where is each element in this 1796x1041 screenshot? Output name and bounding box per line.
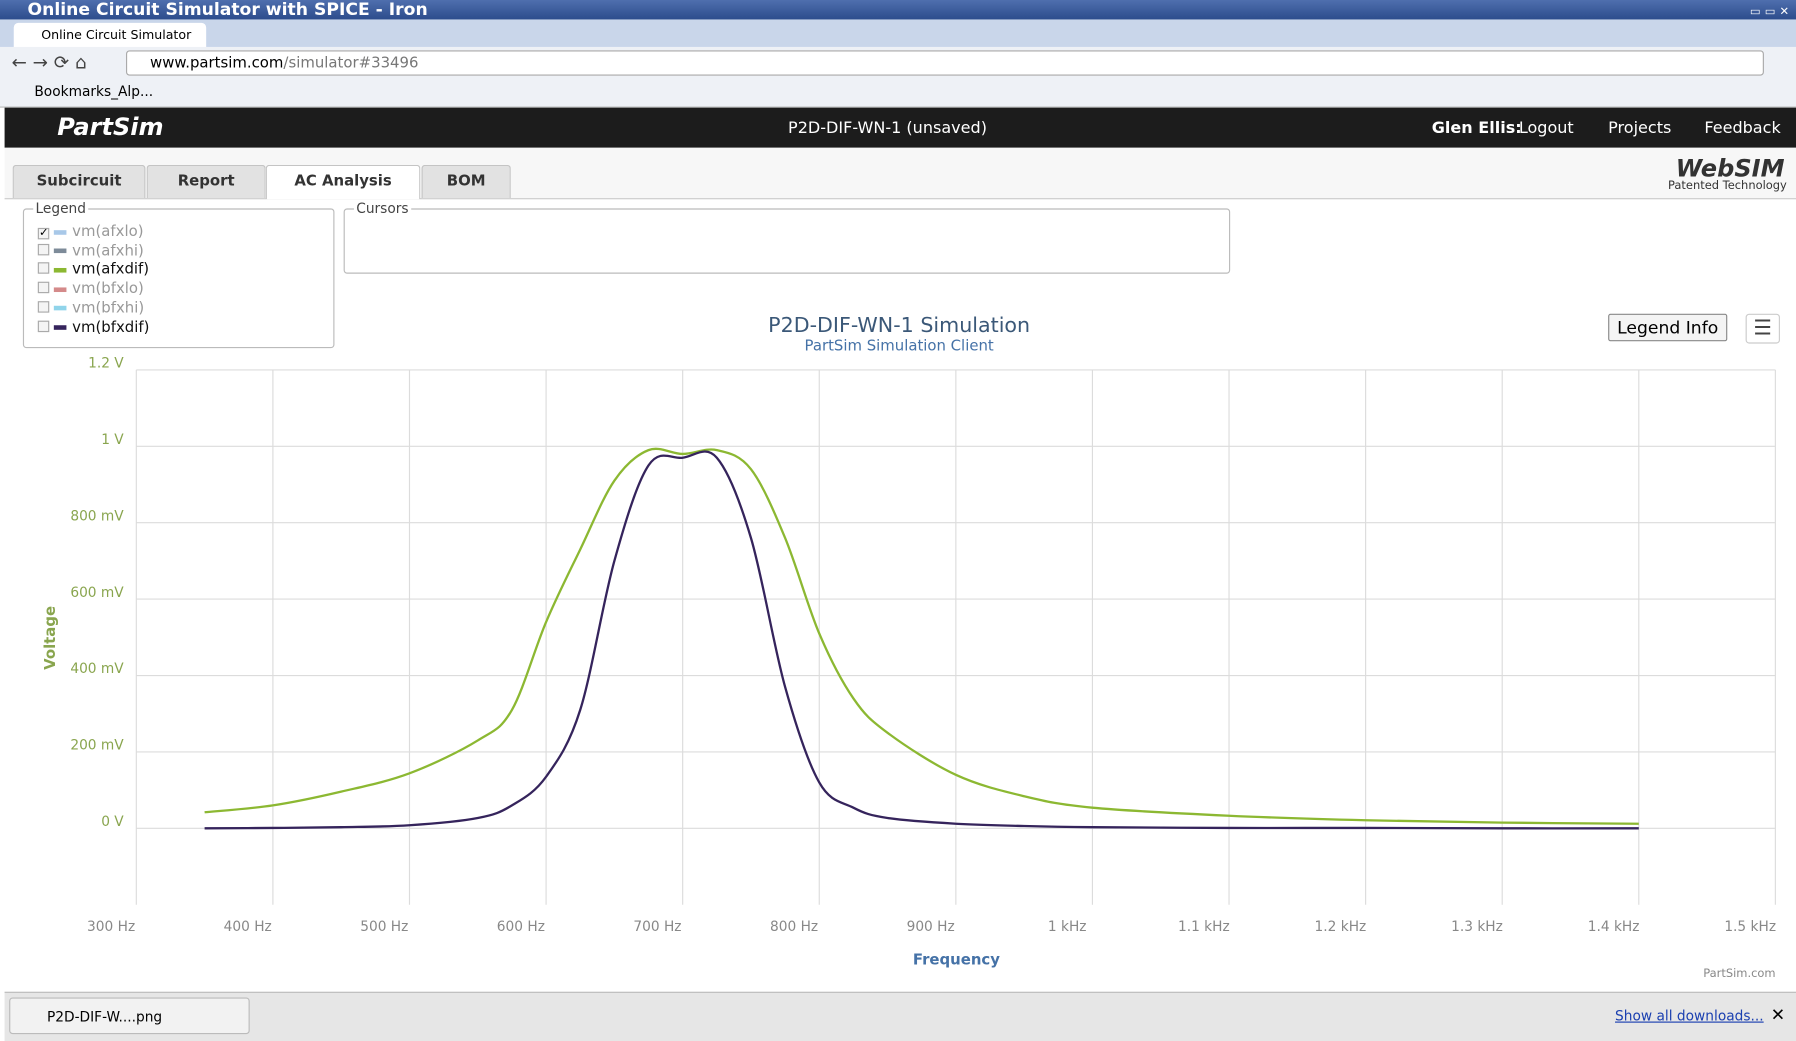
y-tick-label: 800 mV bbox=[70, 508, 124, 524]
brand: WebSIM bbox=[1675, 154, 1785, 183]
legend-title: Legend bbox=[33, 200, 89, 217]
cursors-title: Cursors bbox=[353, 200, 411, 217]
toolbar: ← → ⟳ ⌂ www.partsim.com/simulator#33496 bbox=[0, 46, 1796, 80]
legend-checkbox: ✓ bbox=[37, 226, 50, 240]
x-tick-label: 1.4 kHz bbox=[1588, 919, 1640, 935]
url-host: www.partsim.com bbox=[150, 54, 284, 73]
y-axis-label: Voltage bbox=[41, 606, 59, 670]
legend-item[interactable]: vm(bfxhi) bbox=[37, 299, 145, 318]
title-bar: Online Circuit Simulator with SPICE - Ir… bbox=[0, 0, 1796, 20]
download-item[interactable]: P2D-DIF-W....png bbox=[9, 997, 250, 1035]
legend-swatch bbox=[53, 229, 67, 235]
legend-item[interactable]: vm(bfxdif) bbox=[37, 318, 150, 337]
x-tick-label: 300 Hz bbox=[87, 919, 135, 935]
x-tick-label: 800 Hz bbox=[770, 919, 818, 935]
chart-subtitle: PartSim Simulation Client bbox=[805, 336, 994, 354]
credit: PartSim.com bbox=[1703, 967, 1776, 981]
bookmark[interactable]: Bookmarks_Alp... bbox=[34, 83, 154, 100]
x-tick-label: 1.2 kHz bbox=[1315, 919, 1367, 935]
legend-checkbox bbox=[37, 262, 50, 275]
legend-label: vm(afxhi) bbox=[72, 242, 144, 260]
close-downloads[interactable]: ✕ bbox=[1770, 1004, 1786, 1025]
chart-menu[interactable]: ☰ bbox=[1745, 313, 1780, 344]
y-tick-label: 0 V bbox=[101, 814, 124, 830]
legend-swatch bbox=[53, 248, 67, 254]
app-bar: PartSim P2D-DIF-WN-1 (unsaved) Glen Elli… bbox=[4, 107, 1796, 148]
x-tick-label: 600 Hz bbox=[497, 919, 545, 935]
legend-item[interactable]: ✓ vm(afxlo) bbox=[37, 223, 144, 241]
legend-item[interactable]: vm(afxhi) bbox=[37, 242, 144, 260]
x-tick-label: 700 Hz bbox=[633, 919, 681, 935]
legend-checkbox bbox=[37, 320, 50, 332]
logout[interactable]: Logout bbox=[1518, 119, 1574, 138]
menu-feedback[interactable]: Feedback bbox=[1704, 119, 1781, 138]
legend-label: vm(afxdif) bbox=[72, 261, 150, 279]
window-buttons[interactable]: ▭ ▭ ✕ bbox=[1749, 5, 1790, 19]
x-tick-label: 400 Hz bbox=[224, 919, 272, 935]
chart-title: P2D-DIF-WN-1 Simulation bbox=[768, 313, 1030, 337]
browser-tab[interactable]: Online Circuit Simulator bbox=[13, 22, 207, 47]
y-tick-label: 400 mV bbox=[70, 661, 124, 677]
legend-swatch bbox=[53, 325, 67, 330]
legend-checkbox bbox=[37, 281, 50, 294]
y-tick-label: 600 mV bbox=[70, 585, 124, 601]
legend-checkbox bbox=[37, 300, 50, 313]
bookmarks-bar: Bookmarks_Alp... bbox=[0, 79, 1796, 108]
y-tick-label: 1 V bbox=[101, 432, 124, 448]
legend-swatch bbox=[53, 267, 67, 273]
tab-title: Online Circuit Simulator bbox=[41, 27, 192, 43]
legend-checkbox bbox=[37, 243, 50, 256]
x-tick-label: 1.5 kHz bbox=[1724, 919, 1776, 935]
x-tick-label: 1.3 kHz bbox=[1451, 919, 1503, 935]
show-all-downloads[interactable]: Show all downloads... bbox=[1615, 1007, 1764, 1024]
brand-sub: Patented Technology bbox=[1668, 179, 1787, 193]
url-path: /simulator#33496 bbox=[283, 54, 419, 73]
legend-swatch bbox=[53, 286, 67, 292]
x-axis-label: Frequency bbox=[913, 950, 1000, 968]
y-tick-label: 200 mV bbox=[70, 738, 124, 754]
series-line bbox=[204, 450, 1639, 830]
legend-label: vm(bfxlo) bbox=[72, 280, 144, 298]
x-tick-label: 500 Hz bbox=[360, 919, 408, 935]
tab-strip: Online Circuit Simulator bbox=[0, 19, 1796, 47]
address-bar[interactable]: www.partsim.com/simulator#33496 bbox=[125, 50, 1764, 76]
tab[interactable]: BOM bbox=[421, 164, 511, 199]
user-name: Glen Ellis: bbox=[1431, 119, 1522, 138]
app-name: PartSim bbox=[57, 113, 164, 141]
legend-panel: Legend ✓ vm(afxlo) vm(afxhi) vm(afxdif) vm(b… bbox=[22, 200, 335, 349]
document-name: P2D-DIF-WN-1 (unsaved) bbox=[788, 119, 987, 138]
tab-active[interactable]: AC Analysis bbox=[265, 164, 421, 200]
legend-label: vm(afxlo) bbox=[72, 223, 144, 241]
tab[interactable]: Report bbox=[146, 164, 266, 199]
x-tick-label: 900 Hz bbox=[907, 919, 955, 935]
download-file: P2D-DIF-W....png bbox=[46, 1008, 163, 1025]
legend-label: vm(bfxdif) bbox=[72, 318, 150, 337]
tab[interactable]: Subcircuit bbox=[12, 164, 146, 199]
download-bar: P2D-DIF-W....png Show all downloads... ✕ bbox=[4, 991, 1796, 1041]
nav-buttons[interactable]: ← → ⟳ ⌂ bbox=[11, 51, 87, 74]
x-tick-label: 1.1 kHz bbox=[1178, 919, 1230, 935]
cursors-panel: Cursors bbox=[343, 200, 1231, 274]
legend-swatch bbox=[53, 306, 67, 311]
series-line bbox=[204, 447, 1639, 825]
legend-info-button[interactable]: Legend Info bbox=[1608, 313, 1728, 342]
menu-projects[interactable]: Projects bbox=[1608, 119, 1672, 138]
legend-item[interactable]: vm(bfxlo) bbox=[37, 280, 144, 299]
y-tick-label: 1.2 V bbox=[88, 356, 124, 372]
x-tick-label: 1 kHz bbox=[1048, 919, 1087, 935]
window-title: Online Circuit Simulator with SPICE - Ir… bbox=[27, 0, 428, 20]
legend-label: vm(bfxhi) bbox=[72, 299, 145, 317]
legend-item[interactable]: vm(afxdif) bbox=[37, 261, 150, 280]
app-tabs: Subcircuit Report AC Analysis BOM WebSIM… bbox=[4, 147, 1796, 200]
